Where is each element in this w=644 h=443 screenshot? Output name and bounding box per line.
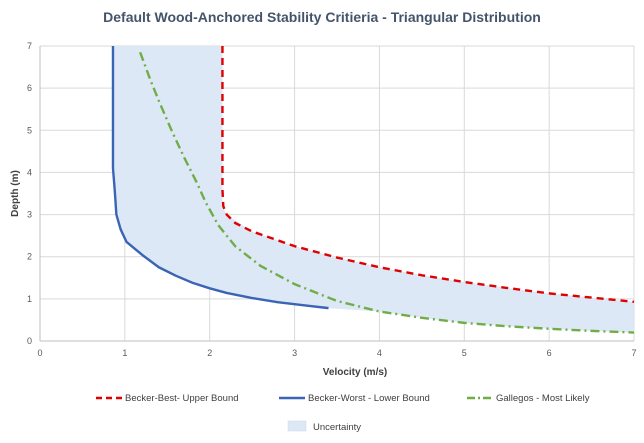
series-line — [139, 51, 635, 334]
x-tick-label: 4 — [377, 348, 382, 358]
x-tick-label: 6 — [547, 348, 552, 358]
x-tick-label: 3 — [292, 348, 297, 358]
y-tick-label: 3 — [27, 210, 32, 220]
y-tick-label: 6 — [27, 83, 32, 93]
uncertainty-area-group — [112, 46, 634, 333]
y-axis-title: Depth (m) — [10, 170, 21, 217]
y-tick-label: 1 — [27, 294, 32, 304]
series-line — [111, 46, 329, 310]
legend-label: Becker-Best- Upper Bound — [125, 393, 239, 404]
axes — [39, 46, 634, 342]
x-tick-label: 7 — [631, 348, 636, 358]
x-tick-label: 0 — [37, 348, 42, 358]
y-tick-label: 4 — [27, 167, 32, 177]
series-group — [111, 46, 635, 334]
legend-label: Gallegos - Most Likely — [496, 393, 590, 404]
x-tick-label: 2 — [207, 348, 212, 358]
x-axis-title: Velocity (m/s) — [323, 367, 387, 378]
legend-label: Becker-Worst - Lower Bound — [308, 393, 430, 404]
chart-title: Default Wood-Anchored Stability Critieri… — [103, 9, 541, 25]
y-tick-label: 5 — [27, 125, 32, 135]
axis-labels: 0 1 2 3 4 5 6 7 0 1 2 3 4 5 6 7 Velocity (m/s) Depth (m) — [10, 41, 637, 378]
legend: Becker-Best- Upper Bound Becker-Worst - L… — [96, 393, 590, 433]
x-tick-label: 1 — [122, 348, 127, 358]
x-tick-label: 5 — [462, 348, 467, 358]
y-tick-label: 0 — [27, 336, 32, 346]
legend-swatch — [287, 420, 307, 432]
series-line — [221, 46, 635, 304]
legend-label: Uncertainty — [313, 422, 361, 433]
uncertainty-area — [112, 46, 634, 333]
y-tick-label: 7 — [27, 41, 32, 51]
y-tick-label: 2 — [27, 252, 32, 262]
